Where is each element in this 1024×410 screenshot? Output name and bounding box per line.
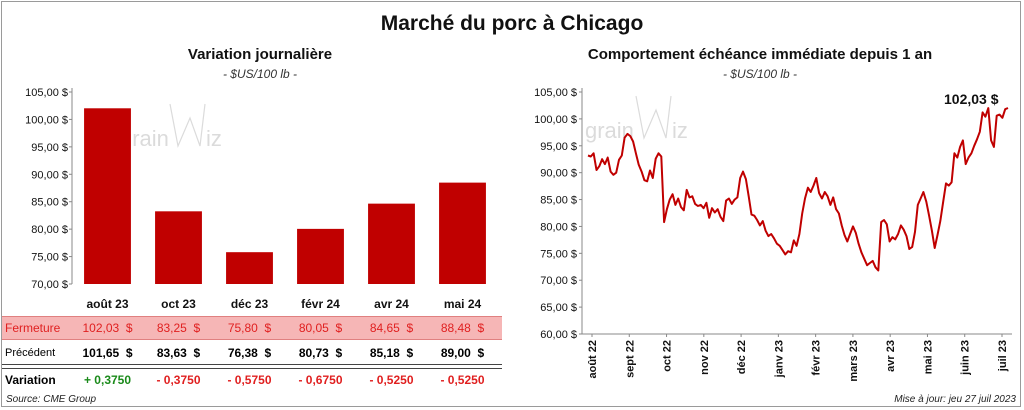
table-row: Fermeture 102,03 $ 83,25 $ 75,80 $ 80,05 $ 84… (2, 316, 502, 340)
last-value-label: 102,03 $ (944, 91, 999, 107)
table-cell: - 0,6750 (298, 373, 343, 387)
table-cell: 88,48 $ (440, 321, 485, 335)
table-cell: 75,80 $ (227, 321, 272, 335)
table-cell: 101,65 $ (82, 346, 133, 360)
right-chart-unit: - $US/100 lb - (722, 67, 798, 81)
update-note: Mise à jour: jeu 27 juil 2023 (894, 394, 1016, 405)
table-cell: 85,18 $ (369, 346, 414, 360)
table-cell: 76,38 $ (227, 346, 272, 360)
table-row: Variation + 0,3750 - 0,3750 - 0,5750 - 0,675… (2, 368, 502, 391)
table-cell: 80,73 $ (298, 346, 343, 360)
table-cell: 102,03 $ (82, 321, 133, 335)
table-row-label: Variation (5, 373, 56, 387)
table-cell: - 0,5250 (440, 373, 485, 387)
table-row-label: Précédent (5, 347, 56, 359)
table-cell: 89,00 $ (440, 346, 485, 360)
main-title: Marché du porc à Chicago (380, 12, 644, 35)
left-chart-unit: - $US/100 lb - (222, 67, 298, 81)
right-chart-title: Comportement échéance immédiate depuis 1… (587, 46, 933, 63)
table-cell: 84,65 $ (369, 321, 414, 335)
left-chart-title: Variation journalière (187, 46, 333, 63)
table-cell: - 0,3750 (156, 373, 201, 387)
table-row-label: Fermeture (5, 321, 61, 335)
table-cell: + 0,3750 (83, 373, 132, 387)
table-row: Précédent 101,65 $ 83,63 $ 76,38 $ 80,73 $ 85… (2, 342, 502, 365)
source-note: Source: CME Group (6, 394, 97, 405)
table-cell: 83,25 $ (156, 321, 201, 335)
table-cell: 83,63 $ (156, 346, 201, 360)
table-cell: - 0,5750 (227, 373, 272, 387)
table-cell: 80,05 $ (298, 321, 343, 335)
table-cell: - 0,5250 (369, 373, 414, 387)
